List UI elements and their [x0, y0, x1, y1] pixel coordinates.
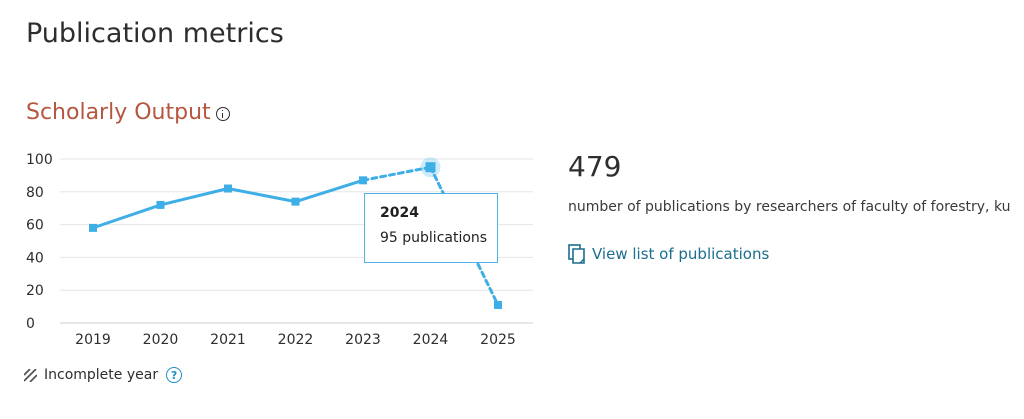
x-tick-label: 2025 [480, 332, 516, 348]
chart-grid [60, 158, 533, 324]
line-segment [91, 203, 162, 230]
chart-tooltip: 2024 95 publications [364, 193, 498, 263]
x-tick-label: 2022 [278, 332, 314, 348]
total-publications: 479 [568, 150, 622, 183]
data-point[interactable] [156, 200, 165, 209]
y-tick-label: 20 [26, 283, 44, 299]
x-tick-label: 2019 [75, 332, 111, 348]
tooltip-year: 2024 [380, 205, 419, 221]
legend-label: Incomplete year [44, 367, 159, 383]
data-point[interactable] [89, 223, 97, 232]
total-description: number of publications by researchers of… [568, 199, 1011, 215]
data-point-highlighted[interactable] [425, 162, 436, 173]
hatch-icon [24, 368, 37, 382]
info-icon[interactable] [215, 106, 230, 121]
line-segment [294, 178, 365, 204]
x-tick-label: 2023 [345, 332, 381, 348]
y-tick-label: 80 [26, 185, 44, 201]
x-tick-label: 2020 [143, 332, 179, 348]
y-tick-label: 60 [26, 218, 44, 234]
page-title: Publication metrics [26, 18, 284, 49]
line-segment [226, 187, 297, 204]
line-segment [159, 187, 230, 207]
section-title: Scholarly Output [26, 100, 230, 125]
y-axis: 0 20 40 60 80 100 [26, 152, 53, 332]
data-point[interactable] [359, 176, 367, 185]
y-tick-label: 100 [26, 152, 53, 168]
data-point[interactable] [494, 300, 502, 309]
data-point[interactable] [224, 184, 232, 193]
section-title-label: Scholarly Output [26, 100, 211, 125]
legend: Incomplete year ? [24, 367, 183, 383]
view-publications-label: View list of publications [592, 245, 770, 263]
data-point[interactable] [291, 197, 300, 206]
x-tick-label: 2024 [413, 332, 449, 348]
help-icon[interactable]: ? [166, 367, 183, 383]
y-tick-label: 40 [26, 250, 44, 266]
document-icon [568, 244, 585, 264]
line-segment [361, 165, 432, 182]
tooltip-value: 95 publications [380, 230, 488, 246]
y-tick-label: 0 [26, 316, 35, 332]
x-axis: 2019 2020 2021 2022 2023 2024 2025 [75, 332, 516, 348]
series-points [89, 157, 502, 309]
view-publications-link[interactable]: View list of publications [568, 244, 769, 264]
x-tick-label: 2021 [210, 332, 246, 348]
